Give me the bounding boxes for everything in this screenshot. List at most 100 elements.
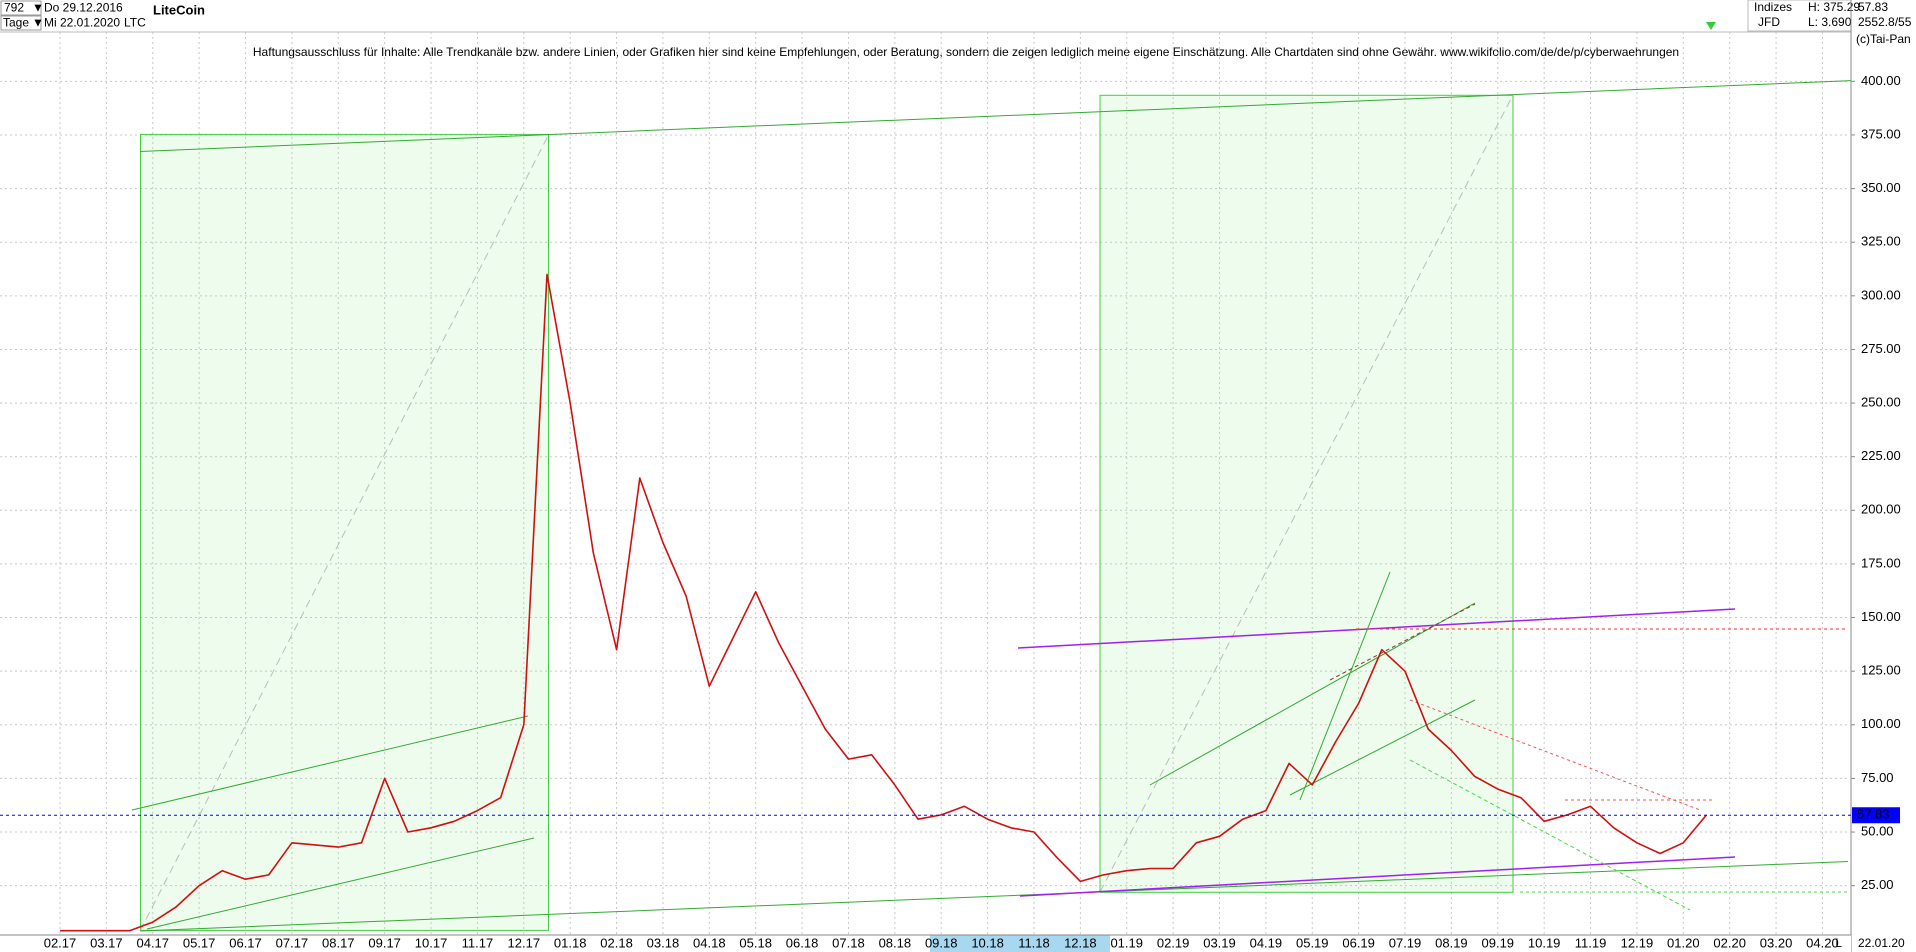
stat: 2552.8/55 [1858,15,1912,29]
x-tick-label: 12.17 [508,935,541,950]
source: JFD [1758,15,1780,29]
y-tick-label: 350.00 [1861,180,1901,195]
trend-line [1019,856,1736,897]
x-tick-label: 06.19 [1342,935,1375,950]
x-tick-label: 12.19 [1621,935,1654,950]
drawings [131,80,1852,932]
x-tick-label: 09.18 [925,935,958,950]
y-tick-label: 375.00 [1861,126,1901,141]
trend-line [1329,603,1476,681]
last-price: 57.83 [1858,0,1888,14]
date-to: Mi 22.01.2020 [44,16,120,30]
x-tick-label: 11.18 [1018,935,1050,950]
trend-line [1409,759,1691,911]
x-tick-label: 03.19 [1203,935,1236,950]
x-tick-label: 10.18 [971,935,1004,950]
trend-line [131,715,529,811]
info-box [1747,0,1852,32]
high: H: 375.29 [1808,0,1860,14]
x-tick-label: 02.19 [1157,935,1190,950]
y-tick-label: 175.00 [1861,555,1901,570]
header-bar [0,0,1916,32]
x-tick-label: 01.18 [554,935,587,950]
x-tick-label: 05.18 [739,935,772,950]
count: 792 [4,1,24,15]
x-tick-label: 03.18 [647,935,680,950]
x-axis-strip [0,935,1851,952]
copyright: (c)Tai-Pan [1856,32,1911,46]
x-axis-highlight [930,935,1110,952]
y-tick-label: 275.00 [1861,341,1901,356]
marker-icon [1706,22,1716,30]
low: L: 3.690 [1808,15,1852,29]
end-date: 22.01.20 [1858,936,1905,950]
trend-line [139,80,1852,152]
x-tick-label: 04.20 [1806,935,1839,950]
x-tick-label: 01.20 [1667,935,1700,950]
x-tick-label: 02.17 [44,935,77,950]
x-tick-label: 09.17 [368,935,401,950]
y-tick-label: 100.00 [1861,716,1901,731]
x-tick-label: 04.18 [693,935,726,950]
x-tick-label: 11.19 [1575,935,1607,950]
x-tick-label: 01.19 [1110,935,1143,950]
current-price-box [1852,807,1900,824]
x-tick-label: 08.18 [879,935,912,950]
price-line [60,273,1708,932]
trend-line [1149,602,1476,786]
x-tick-label: 04.19 [1250,935,1283,950]
x-tick-label: 03.20 [1760,935,1793,950]
x-tick-label: 06.18 [786,935,819,950]
y-tick-label: 325.00 [1861,234,1901,249]
y-tick-label: 25.00 [1861,877,1894,892]
x-tick-label: 10.19 [1528,935,1561,950]
count-select[interactable] [0,0,42,16]
x-tick-label: 05.19 [1296,935,1329,950]
y-tick-label: 125.00 [1861,663,1901,678]
date-from: Do 29.12.2016 [44,1,123,15]
trend-line [146,837,535,930]
x-tick-label: 09.19 [1482,935,1515,950]
x-tick-label: 05.17 [183,935,216,950]
diagonal [1099,94,1514,893]
x-tick-label: 11.17 [462,935,494,950]
y-tick-label: 225.00 [1861,448,1901,463]
x-tick-label: 10.17 [415,935,448,950]
x-tick-label: 08.17 [322,935,355,950]
x-tick-label: 12.18 [1064,935,1097,950]
trend-line [1299,571,1391,801]
disclaimer: Haftungsausschluss für Inhalte: Alle Tre… [253,45,1679,59]
x-tick-label: 04.17 [136,935,169,950]
x-tick-label: 02.18 [600,935,633,950]
grid [0,32,1851,935]
y-tick-label: 150.00 [1861,609,1901,624]
diagonal [139,133,550,932]
x-tick-label: 02.20 [1713,935,1746,950]
symbol: LTC [124,16,146,30]
trend-line [139,861,1849,932]
y-tick-label: 250.00 [1861,395,1901,410]
x-tick-label: 06.17 [229,935,262,950]
period-select[interactable] [0,15,42,31]
x-tick-label: 07.17 [276,935,309,950]
y-tick-label: 400.00 [1861,73,1901,88]
plot [0,273,1851,932]
y-tick-label: 50.00 [1861,823,1894,838]
x-tick-label: 07.19 [1389,935,1422,950]
scale-mode: L [1835,936,1842,950]
dropdown-arrow: ▼ [32,16,44,30]
x-tick-label: 03.17 [90,935,123,950]
y-tick-label: 75.00 [1861,770,1894,785]
x-tick-label: 08.19 [1435,935,1468,950]
y-tick-label: 300.00 [1861,287,1901,302]
period: Tage [3,16,29,30]
trend-line [1289,699,1476,796]
trend-line [1409,699,1701,811]
chart-title: LiteCoin [153,2,205,17]
x-tick-label: 07.18 [832,935,865,950]
y-tick-label: 200.00 [1861,502,1901,517]
current-price-label: 57.83 [1857,807,1890,822]
market: Indizes [1754,0,1792,14]
